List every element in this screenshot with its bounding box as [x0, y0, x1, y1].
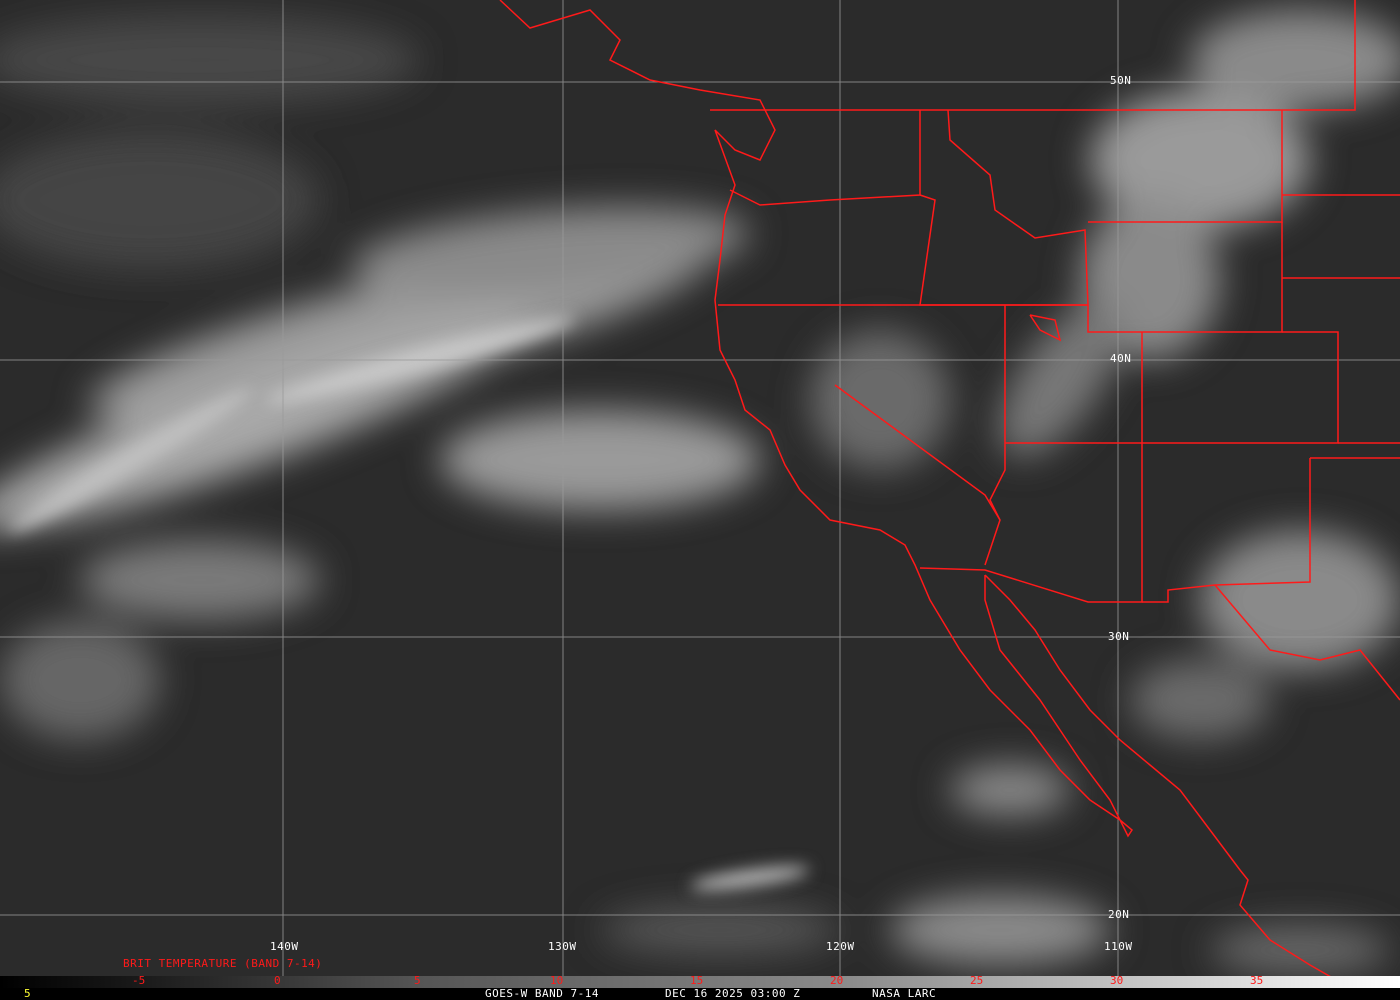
footer-bar: 5 GOES-W BAND 7-14 DEC 16 2025 03:00 Z N…: [0, 987, 1400, 1000]
product-label: GOES-W BAND 7-14: [485, 987, 599, 1000]
frame-number: 5: [24, 987, 32, 1000]
lat-label-40n: 40N: [1110, 352, 1132, 365]
colorbar-tick: 15: [690, 974, 704, 987]
coastlines-and-borders: [499, 0, 1400, 976]
source-label: NASA LARC: [872, 987, 937, 1000]
cloud-cover: [0, 10, 1400, 975]
colorbar-tick: 5: [414, 974, 421, 987]
colorbar-tick: 0: [274, 974, 281, 987]
temperature-colorbar: -5 0 5 10 15 20 25 30 35: [0, 974, 1400, 988]
lon-label-140w: 140W: [270, 940, 299, 953]
legend-title: BRIT TEMPERATURE (BAND 7-14): [123, 957, 323, 970]
lon-label-110w: 110W: [1104, 940, 1133, 953]
lat-lon-grid: [0, 0, 1400, 976]
colorbar-tick: 25: [970, 974, 984, 987]
colorbar-tick: 35: [1250, 974, 1264, 987]
lon-label-130w: 130W: [548, 940, 577, 953]
colorbar-tick: 20: [830, 974, 844, 987]
lon-label-120w: 120W: [826, 940, 855, 953]
lat-label-50n: 50N: [1110, 74, 1132, 87]
colorbar-tick: 30: [1110, 974, 1124, 987]
datetime-label: DEC 16 2025 03:00 Z: [665, 987, 801, 1000]
colorbar-tick: 10: [550, 974, 564, 987]
lat-label-20n: 20N: [1108, 908, 1130, 921]
colorbar-tick: -5: [132, 974, 146, 987]
lat-label-30n: 30N: [1108, 630, 1130, 643]
satellite-imagery-layer: [0, 0, 1400, 976]
